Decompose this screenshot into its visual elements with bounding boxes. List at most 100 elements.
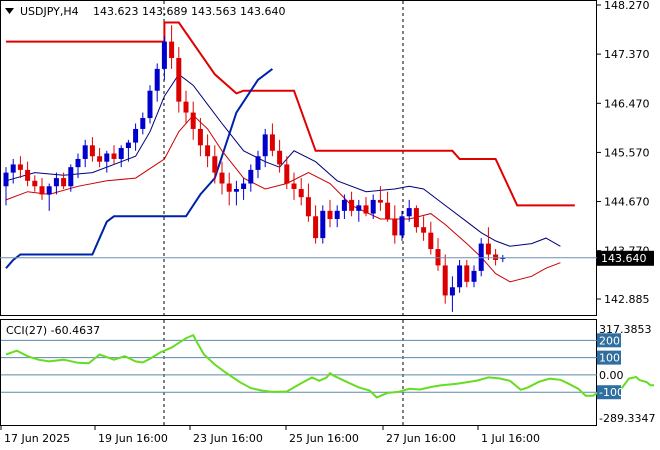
candle-body [82,145,88,159]
time-axis: 17 Jun 2025 19 Jun 16:00 23 Jun 16:00 25 Ju… [0,426,540,445]
candle-body [25,169,31,181]
main-plot-frame [0,0,597,316]
candle-body [269,134,275,151]
candle-body [205,145,211,157]
candle-body [233,188,239,192]
candle-body [356,205,362,211]
candle-body [370,199,376,214]
cci-level-badge [597,333,621,348]
symbol-label: USDJPY,H4 [20,5,79,18]
candle-body [104,153,110,162]
cci-series-line [5,333,654,399]
candle-body [53,178,59,187]
cci-level-badge [597,385,621,400]
price-tick-label: 145.570 [604,146,650,159]
candle-body [334,210,340,220]
candle-body [385,202,391,220]
candlesticks [3,25,506,312]
candle-body [111,153,117,159]
candle-body [284,164,290,184]
candle-body [262,134,268,157]
candle-body [493,254,499,260]
slow-ma-line [5,114,561,283]
candle-body [349,199,355,211]
cci-level-label: 200 [599,334,620,347]
price-tick-label: 146.470 [604,97,650,110]
lower-channel-line [5,68,274,269]
time-tick-label: 19 Jun 16:00 [98,432,168,445]
cci-plot-frame [0,319,597,426]
candle-body [39,186,45,195]
candle-body [46,186,52,195]
candle-body [277,150,283,165]
candle-body [241,183,247,189]
candle-body [147,90,153,119]
down-triangle-icon[interactable] [5,8,14,14]
current-price-label: 143.640 [601,252,647,265]
candle-body [413,208,419,228]
candle-body [169,41,175,58]
candle-body [464,265,470,282]
price-tick-label: 148.270 [604,0,650,12]
candle-body [500,257,506,259]
candle-body [320,210,326,239]
candle-body [226,183,232,192]
candle-body [392,219,398,236]
candle-body [435,249,441,266]
time-tick-label: 1 Jul 16:00 [481,432,540,445]
candle-body [133,128,139,143]
price-tick-label: 147.370 [604,48,650,61]
candle-body [10,164,16,173]
candle-body [89,145,95,157]
candle-body [118,148,124,159]
candle-body [298,188,304,198]
candle-body [176,57,182,102]
upper-channel-line [6,21,575,207]
candle-body [406,208,412,217]
candle-body [442,265,448,296]
cci-level-label: 0.00 [599,369,624,382]
candle-body [68,167,74,187]
candle-body [97,156,103,162]
candle-body [75,158,81,168]
cci-level-lines [1,339,597,393]
time-tick-label: 17 Jun 2025 [4,432,70,445]
ohlc-readout: 143.623 143.689 143.563 143.640 [93,5,285,18]
candle-body [341,199,347,211]
cci-min-label: -289.3347 [599,412,655,425]
candle-body [154,68,160,91]
candle-body [399,216,405,236]
candle-body [457,265,463,288]
candle-body [377,199,383,203]
candle-body [161,41,167,69]
candle-body [305,197,311,217]
indicator-lines [5,21,575,283]
candle-body [197,128,203,146]
candle-body [32,180,38,187]
candle-body [478,243,484,271]
candle-body [190,112,196,129]
candle-body [248,169,254,184]
candle-body [212,156,218,173]
candle-body [255,156,261,170]
price-tick-label: 142.885 [604,293,650,306]
cci-max-label: 317.3853 [599,323,652,336]
cci-level-badge [597,350,621,365]
candle-body [485,243,491,255]
cci-level-label: -100 [599,386,624,399]
candle-body [3,172,9,187]
candle-body [140,118,146,129]
candle-body [219,172,225,184]
vertical-grid [163,1,404,425]
time-tick-label: 23 Jun 16:00 [193,432,263,445]
current-price-badge [597,250,654,266]
time-tick-label: 25 Jun 16:00 [289,432,359,445]
cci-title: CCI(27) -60.4637 [6,324,100,337]
candle-body [363,205,369,214]
candle-body [291,183,297,189]
price-tick-label: 144.670 [604,196,650,209]
candle-body [449,287,455,296]
candle-body [313,216,319,239]
cci-line [5,333,654,399]
